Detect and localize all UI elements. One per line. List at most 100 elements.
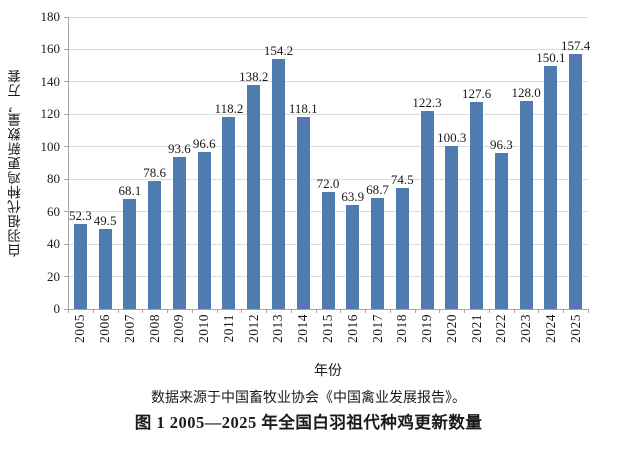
x-axis-tick — [142, 309, 144, 313]
bar-value-label: 72.0 — [316, 176, 340, 192]
x-axis-tick — [191, 309, 193, 313]
bar-value-label: 150.1 — [536, 49, 566, 65]
y-gridline — [68, 146, 588, 148]
bar — [395, 188, 409, 309]
bar-value-label: 128.0 — [511, 85, 541, 101]
y-gridline — [68, 81, 588, 83]
bar — [296, 117, 310, 309]
x-axis-tick — [488, 309, 490, 313]
x-tick-label: 2023 — [518, 314, 534, 343]
bar-value-label: 118.1 — [288, 101, 318, 117]
y-gridline — [68, 178, 588, 180]
x-axis-tick — [216, 309, 218, 313]
x-tick-label: 2018 — [394, 314, 410, 343]
y-axis-tick — [64, 48, 68, 50]
x-axis-tick — [389, 309, 391, 313]
bar-value-label: 100.3 — [437, 130, 467, 146]
x-tick-label: 2024 — [542, 314, 558, 343]
x-tick-label: 2006 — [97, 314, 113, 343]
y-axis-line — [68, 17, 69, 309]
bar-value-label: 49.5 — [93, 212, 117, 228]
x-axis-tick — [340, 309, 342, 313]
x-tick-label: 2013 — [270, 314, 286, 343]
bar-value-label: 138.2 — [239, 68, 269, 84]
y-gridline — [68, 113, 588, 115]
y-axis-tick — [64, 178, 68, 180]
bar — [420, 110, 434, 309]
x-tick-label: 2019 — [419, 314, 435, 343]
x-axis-tick — [414, 309, 416, 313]
bar — [569, 53, 583, 309]
bar — [346, 205, 360, 309]
x-tick-label: 2016 — [344, 314, 360, 343]
bar — [321, 192, 335, 309]
x-tick-label: 2017 — [369, 314, 385, 343]
y-tick-label: 180 — [40, 9, 61, 24]
y-tick-label: 0 — [53, 301, 61, 316]
y-tick-label: 120 — [40, 106, 61, 122]
y-gridline — [68, 16, 588, 18]
y-axis-tick — [64, 16, 68, 18]
bar-value-label: 52.3 — [69, 208, 92, 224]
bar — [148, 181, 162, 309]
x-axis-tick — [513, 309, 515, 313]
bar — [98, 228, 112, 309]
y-axis-tick — [64, 146, 68, 148]
y-gridline — [68, 48, 588, 50]
bar-value-label: 68.7 — [366, 181, 389, 197]
bar — [470, 102, 484, 309]
y-axis-tick — [64, 276, 68, 278]
x-tick-label: 2007 — [121, 314, 137, 343]
figure-title: 图 1 2005—2025 年全国白羽祖代种鸡更新数量 — [134, 413, 483, 432]
x-tick-label: 2014 — [295, 314, 311, 343]
y-tick-label: 160 — [40, 41, 61, 57]
x-tick-label: 2009 — [171, 314, 187, 343]
bar — [544, 65, 558, 309]
y-tick-label: 80 — [47, 171, 60, 187]
x-axis-tick — [365, 309, 367, 313]
bar-value-label: 154.2 — [263, 42, 294, 58]
x-tick-label: 2005 — [72, 314, 88, 343]
x-tick-label: 2011 — [220, 314, 236, 343]
x-axis-tick — [92, 309, 94, 313]
y-axis-title: 白羽祖代种鸡更新数量，万套 — [8, 68, 23, 258]
x-axis-tick — [117, 309, 119, 313]
x-axis-tick — [464, 309, 466, 313]
bar-value-label: 96.3 — [489, 136, 513, 152]
bar — [445, 146, 459, 309]
x-tick-label: 2015 — [320, 314, 335, 343]
bar-value-label: 122.3 — [412, 94, 442, 110]
x-axis-tick — [266, 309, 268, 313]
x-tick-label: 2008 — [146, 314, 162, 343]
x-axis-tick — [315, 309, 317, 313]
bar — [371, 197, 385, 309]
source-note: 数据来源于中国畜牧业协会《中国禽业发展报告》。 — [151, 391, 466, 406]
x-axis-tick — [68, 309, 69, 313]
bar-value-label: 74.5 — [390, 172, 414, 188]
x-axis-tick — [290, 309, 292, 313]
y-axis-tick — [64, 243, 68, 245]
bar-value-label: 93.6 — [168, 141, 191, 157]
x-axis-tick — [241, 309, 243, 313]
bar — [247, 84, 261, 309]
y-axis-tick — [64, 81, 68, 83]
x-tick-label: 2021 — [468, 314, 484, 343]
bar — [519, 101, 533, 309]
x-axis-tick — [563, 309, 565, 313]
x-axis-tick — [167, 309, 169, 313]
y-axis-tick — [64, 113, 68, 115]
y-axis-tick — [64, 211, 68, 213]
bar — [197, 152, 211, 309]
x-axis-tick — [538, 309, 540, 313]
y-tick-label: 40 — [47, 236, 60, 252]
bar-value-label: 127.6 — [461, 86, 492, 101]
bar-value-label: 63.9 — [341, 189, 365, 205]
bar-value-label: 118.2 — [214, 101, 244, 117]
bar — [123, 198, 137, 309]
bar-value-label: 157.4 — [560, 37, 591, 53]
y-axis-tick — [64, 308, 68, 310]
x-axis-title: 年份 — [314, 364, 342, 379]
bar-value-label: 68.1 — [118, 182, 142, 198]
y-tick-label: 20 — [47, 268, 60, 284]
